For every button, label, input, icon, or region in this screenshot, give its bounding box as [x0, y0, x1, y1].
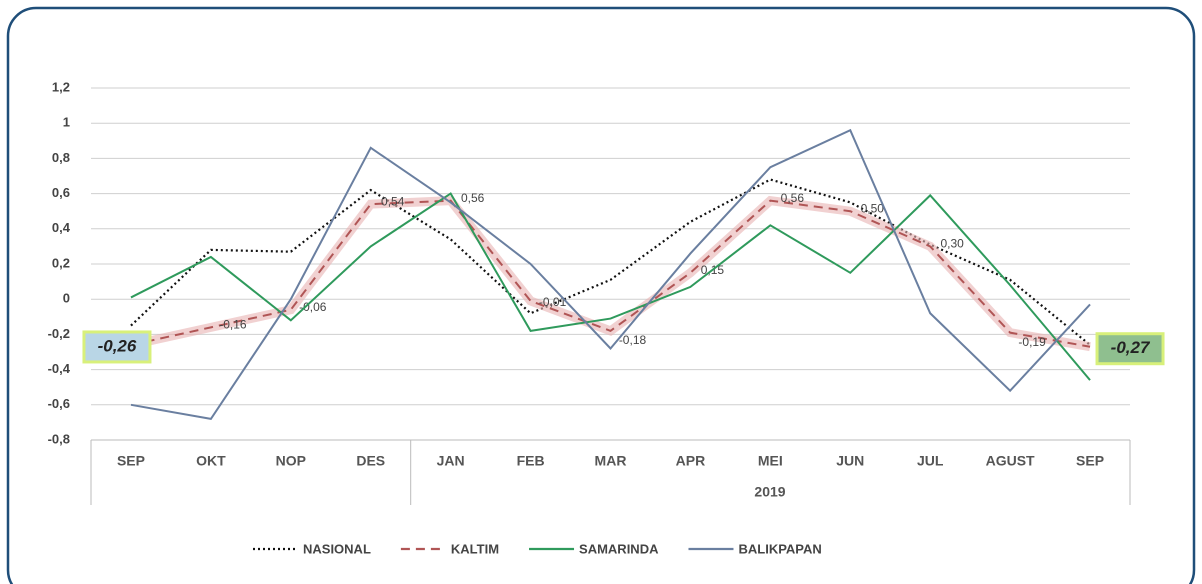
legend-label: NASIONAL: [303, 541, 371, 556]
data-label: 0,54: [381, 194, 405, 208]
data-label: -0,18: [619, 333, 647, 347]
data-label: 0,56: [461, 191, 485, 205]
x-tick-label: SEP: [117, 453, 145, 469]
x-tick-label: OKT: [196, 453, 226, 469]
y-tick-label: -0,8: [48, 431, 70, 446]
data-label: 0,56: [781, 191, 805, 205]
series-line: [130, 128, 1091, 420]
data-label: -0,01: [539, 295, 567, 309]
y-tick-label: -0,4: [48, 361, 71, 376]
y-tick-label: 0,2: [52, 255, 70, 270]
data-label: -0,06: [299, 300, 327, 314]
legend-label: SAMARINDA: [579, 541, 659, 556]
x-tick-label: DES: [356, 453, 385, 469]
x-tick-label: FEB: [517, 453, 545, 469]
x-tick-label: JAN: [437, 453, 465, 469]
data-label: -0,19: [1018, 335, 1046, 349]
y-tick-label: 0,8: [52, 150, 70, 165]
y-tick-label: 1: [63, 115, 70, 130]
y-tick-label: 0,4: [52, 220, 71, 235]
x-tick-label: APR: [676, 453, 706, 469]
label-box: [1095, 332, 1165, 366]
legend-label: BALIKPAPAN: [738, 541, 821, 556]
data-label: -0,27: [1111, 338, 1151, 357]
y-tick-label: -0,6: [48, 396, 70, 411]
x-tick-label: NOP: [276, 453, 306, 469]
series-line: [130, 199, 1091, 348]
x-tick-label: AGUST: [986, 453, 1035, 469]
x-tick-label: JUL: [917, 453, 944, 469]
x-tick-label: MAR: [595, 453, 627, 469]
data-label: 0,30: [941, 237, 965, 251]
data-label: 0,50: [861, 201, 885, 215]
x-tick-label: SEP: [1076, 453, 1104, 469]
y-tick-label: 1,2: [52, 79, 70, 94]
x-tick-label: MEI: [758, 453, 783, 469]
y-tick-label: 0: [63, 291, 70, 306]
label-box: [82, 330, 152, 364]
series-line: [130, 192, 1091, 381]
legend-label: KALTIM: [451, 541, 499, 556]
data-label: -0,16: [219, 318, 247, 332]
y-tick-label: 0,6: [52, 185, 70, 200]
series-line: [130, 178, 1091, 346]
group-label: 2019: [754, 484, 785, 500]
data-label: -0,26: [98, 336, 137, 355]
x-tick-label: JUN: [836, 453, 864, 469]
y-tick-label: -0,2: [48, 326, 70, 341]
frame: [6, 6, 1196, 584]
